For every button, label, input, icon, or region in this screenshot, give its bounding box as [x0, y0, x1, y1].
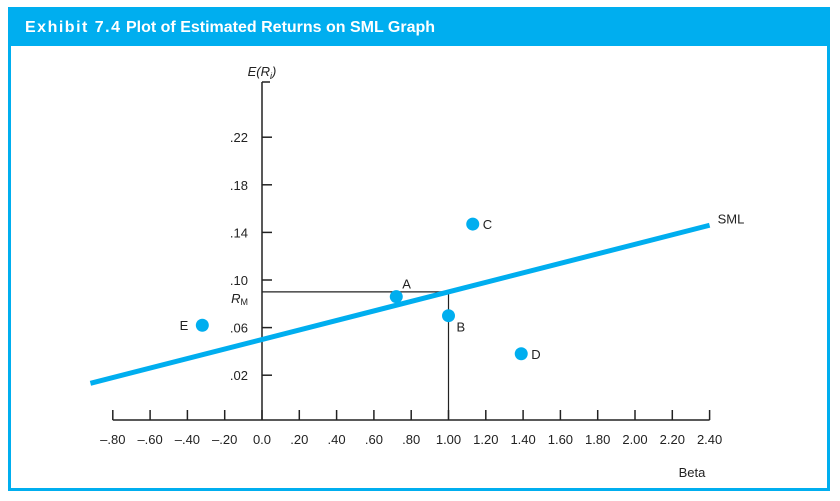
point-label-d: D [531, 347, 540, 362]
y-tick-label: .22 [230, 130, 248, 145]
point-label-e: E [180, 318, 189, 333]
x-axis-label: Beta [679, 465, 707, 480]
exhibit-title: Plot of Estimated Returns on SML Graph [125, 19, 436, 36]
point-label-b: B [457, 320, 466, 335]
market-return-label: RM [231, 291, 248, 307]
y-tick-label: .10 [230, 273, 248, 288]
y-tick-label: .06 [230, 321, 248, 336]
x-tick-label: –.80 [100, 432, 125, 447]
data-point-d [514, 347, 528, 361]
y-axis-label: E(Ri) [248, 64, 277, 81]
data-point-c [466, 217, 480, 231]
x-tick-label: 2.40 [697, 432, 722, 447]
sml-label: SML [718, 211, 745, 226]
exhibit-frame: Exhibit 7.4 Plot of Estimated Returns on… [8, 7, 830, 491]
data-point-a [389, 290, 403, 304]
point-label-a: A [402, 277, 411, 292]
x-tick-label: –.40 [175, 432, 200, 447]
x-tick-label: 1.00 [436, 432, 461, 447]
x-tick-label: 1.80 [585, 432, 610, 447]
x-tick-label: .20 [290, 432, 308, 447]
x-tick-label: .80 [402, 432, 420, 447]
x-tick-label: 1.40 [510, 432, 535, 447]
x-tick-label: 1.60 [548, 432, 573, 447]
x-tick-label: .60 [365, 432, 383, 447]
exhibit-number: Exhibit 7.4 [25, 19, 122, 36]
x-tick-label: –.20 [212, 432, 237, 447]
y-tick-label: .18 [230, 178, 248, 193]
x-tick-label: –.60 [137, 432, 162, 447]
y-tick-label: .14 [230, 225, 248, 240]
x-tick-label: 1.20 [473, 432, 498, 447]
x-tick-label: 2.00 [622, 432, 647, 447]
x-tick-label: 2.20 [660, 432, 685, 447]
y-tick-label: .02 [230, 368, 248, 383]
x-tick-label: 0.0 [253, 432, 271, 447]
exhibit-header: Exhibit 7.4 Plot of Estimated Returns on… [11, 10, 827, 46]
sml-line [89, 222, 711, 386]
point-label-c: C [483, 217, 492, 232]
x-tick-label: .40 [328, 432, 346, 447]
data-point-b [442, 309, 455, 323]
data-point-e [195, 318, 209, 332]
